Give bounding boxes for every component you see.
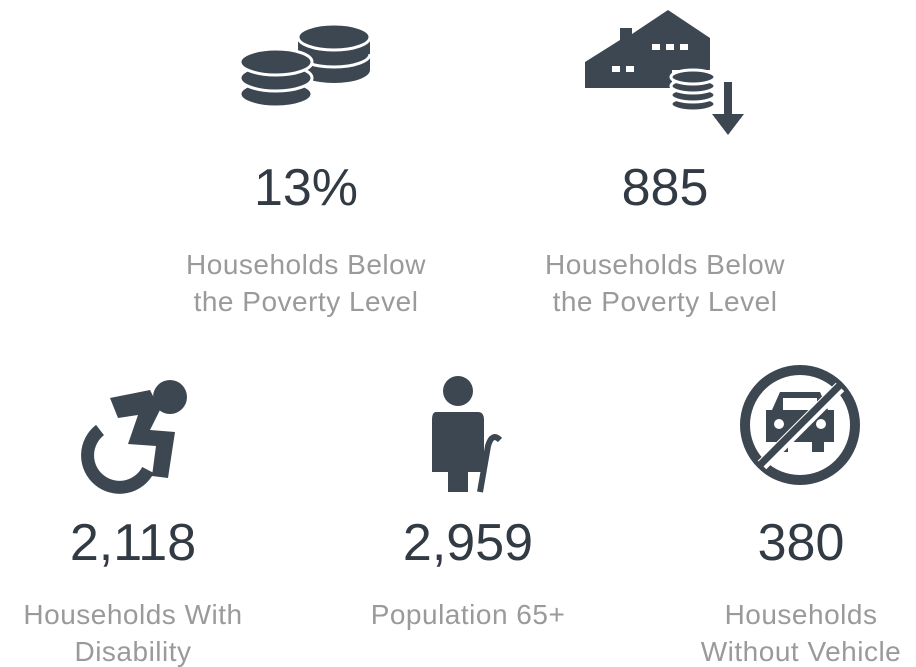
stat-label: Households With [23, 599, 242, 630]
no-vehicle-icon [740, 365, 860, 485]
coins-icon [238, 22, 372, 109]
stat-value: 13% [254, 159, 358, 217]
stat-label: Population 65+ [371, 599, 566, 630]
stat-value: 2,118 [70, 514, 196, 572]
stat-value: 380 [758, 514, 845, 572]
stat-label: Disability [74, 636, 191, 667]
stat-label: Households [725, 599, 878, 630]
elderly-icon [432, 376, 503, 493]
stat-label: Households Below [545, 249, 785, 280]
stat-label: Without Vehicle [701, 636, 902, 667]
wheelchair-icon [81, 380, 187, 494]
stat-label: Households Below [186, 249, 426, 280]
house-down-icon [585, 10, 744, 135]
stat-label: the Poverty Level [553, 286, 778, 317]
stat-value: 885 [622, 159, 709, 217]
stat-label: the Poverty Level [194, 286, 419, 317]
stat-value: 2,959 [403, 514, 533, 572]
stat-texts: 13% Households Below the Poverty Level 885 H… [23, 159, 902, 667]
